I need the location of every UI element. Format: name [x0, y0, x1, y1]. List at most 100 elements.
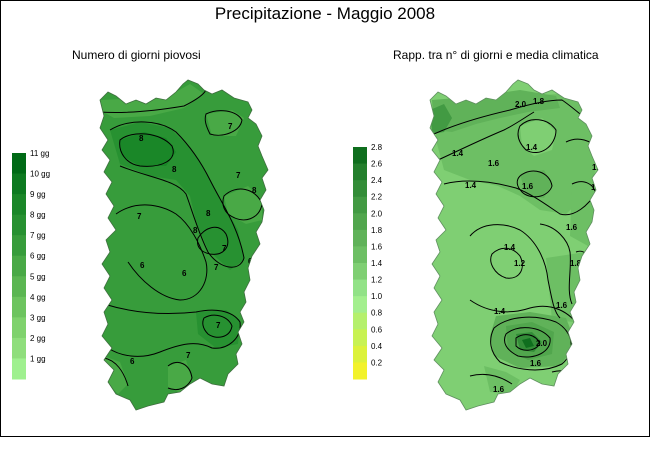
right-legend-swatch: [353, 362, 367, 380]
left-contour-label: 6: [130, 357, 135, 366]
right-legend-label: 1.8: [371, 226, 383, 235]
left-legend: 11 gg 10 gg 9 gg 8 gg 7 gg 6 gg 5 gg 4 gg 3 gg 2 …: [12, 149, 50, 380]
right-contour-label: 2.0: [536, 339, 548, 348]
left-legend-label: 1 gg: [30, 354, 46, 363]
right-legend-swatch: [353, 180, 367, 198]
right-legend-label: 2.8: [371, 143, 383, 152]
right-region-2.8-south-center: [522, 338, 534, 348]
right-legend-label: 2.4: [371, 176, 383, 185]
right-legend-label: 2.0: [371, 209, 383, 218]
right-legend-swatch: [353, 147, 367, 165]
left-contour-label: 8: [206, 209, 211, 218]
left-legend-swatch: [12, 235, 26, 257]
right-legend-label: 0.4: [371, 342, 383, 351]
left-legend-label: 2 gg: [30, 334, 46, 343]
left-region-9-north: [120, 132, 176, 166]
right-legend-label: 2.2: [371, 193, 383, 202]
left-legend-swatch: [12, 255, 26, 277]
right-legend-swatch: [353, 279, 367, 297]
right-contour-label: 1.6: [522, 182, 534, 191]
right-contour-label: 1.4: [452, 149, 464, 158]
right-legend-label: 2.6: [371, 160, 383, 169]
left-contour-label: 7: [174, 392, 179, 401]
left-contour-label: 6: [140, 261, 145, 270]
left-legend-label: 6 gg: [30, 252, 46, 261]
left-contour-label: 8: [252, 186, 257, 195]
left-legend-swatch: [12, 358, 26, 380]
left-legend-label: 10 gg: [30, 170, 50, 179]
left-contour-label: 7: [228, 122, 233, 131]
right-legend-swatch: [353, 345, 367, 363]
left-contour-label: 7: [222, 244, 227, 253]
left-map: 8 8 7 7 7 8 8 8 7 6 6 7 7 6 6 7 7 7: [99, 79, 269, 411]
left-contour-label: 8: [172, 165, 177, 174]
left-legend-swatch: [12, 337, 26, 359]
right-legend: 2.8 2.6 2.4 2.2 2.0 1.8 1.6 1.4 1.2 1.0 0.8 0.6 0.4 0…: [353, 143, 383, 380]
left-legend-label: 3 gg: [30, 313, 46, 322]
left-legend-label: 7 gg: [30, 231, 46, 240]
right-legend-label: 1.4: [371, 259, 383, 268]
left-legend-swatch: [12, 194, 26, 216]
right-legend-label: 0.2: [371, 358, 383, 367]
right-contour-label: 1.8: [570, 259, 582, 268]
right-contour-label: 1.6: [493, 385, 505, 394]
left-region-6-e: [224, 186, 262, 224]
left-legend-swatch: [12, 153, 26, 175]
left-legend-label: 8 gg: [30, 211, 46, 220]
right-legend-swatch: [353, 213, 367, 231]
right-contour-label: 1.8: [592, 163, 604, 172]
left-contour-label: 6: [182, 269, 187, 278]
left-contour-label: 8: [139, 134, 144, 143]
right-map: 2.0 1.8 1.4 1.6 1.4 1.6 1.8 1.8 1.4 1.2 …: [429, 79, 604, 411]
left-legend-swatch: [12, 317, 26, 339]
left-contour-label: 7: [236, 171, 241, 180]
right-legend-swatch: [353, 229, 367, 247]
left-region-8-south: [196, 310, 240, 348]
left-legend-label: 5 gg: [30, 272, 46, 281]
left-legend-label: 4 gg: [30, 293, 46, 302]
right-legend-label: 1.6: [371, 242, 383, 251]
left-contour-label: 7: [214, 263, 219, 272]
left-legend-swatch: [12, 276, 26, 298]
left-region-6-se: [168, 360, 192, 392]
right-legend-swatch: [353, 246, 367, 264]
right-contour-label: 1.8: [533, 97, 545, 106]
right-contour-label: 1.2: [514, 259, 526, 268]
right-contour-label: 1.4: [465, 181, 477, 190]
right-region-1.6-sw: [484, 366, 520, 394]
right-contour-label: 1.6: [556, 301, 568, 310]
right-legend-label: 0.8: [371, 309, 383, 318]
left-legend-label: 11 gg: [30, 149, 49, 158]
left-panel-subtitle: Numero di giorni piovosi: [72, 48, 201, 62]
left-region-6-ne: [206, 110, 244, 136]
figure-title: Precipitazione - Maggio 2008: [214, 4, 436, 23]
left-contour-label: 7: [137, 212, 142, 221]
right-contour-label: 1.4: [504, 243, 516, 252]
left-region-6-nw: [100, 84, 204, 118]
right-contour-label: 1.8: [591, 183, 603, 192]
right-legend-label: 1.0: [371, 292, 383, 301]
right-contour-label: 1.4: [526, 143, 538, 152]
left-legend-swatch: [12, 296, 26, 318]
left-contour-label: 8: [193, 226, 198, 235]
right-contour-label: 1.6: [488, 159, 500, 168]
right-contour-label: 1.4: [494, 307, 506, 316]
right-contour-label: 1.6: [530, 359, 542, 368]
right-panel-subtitle: Rapp. tra n° di giorni e media climatica: [393, 48, 599, 62]
right-contour-label: 2.0: [515, 100, 527, 109]
left-legend-swatch: [12, 173, 26, 195]
right-legend-swatch: [353, 196, 367, 214]
right-legend-swatch: [353, 263, 367, 281]
right-region-2.2-far-nw: [430, 104, 452, 134]
right-contour-label: 1.6: [566, 223, 578, 232]
right-legend-swatch: [353, 312, 367, 330]
left-contour-label: 7: [216, 321, 221, 330]
left-legend-swatch: [12, 214, 26, 236]
right-region-1.4-center-north: [520, 118, 556, 156]
right-legend-swatch: [353, 296, 367, 314]
right-legend-label: 0.6: [371, 325, 383, 334]
right-legend-swatch: [353, 163, 367, 181]
right-region-1.8-center: [520, 170, 552, 198]
right-legend-swatch: [353, 329, 367, 347]
